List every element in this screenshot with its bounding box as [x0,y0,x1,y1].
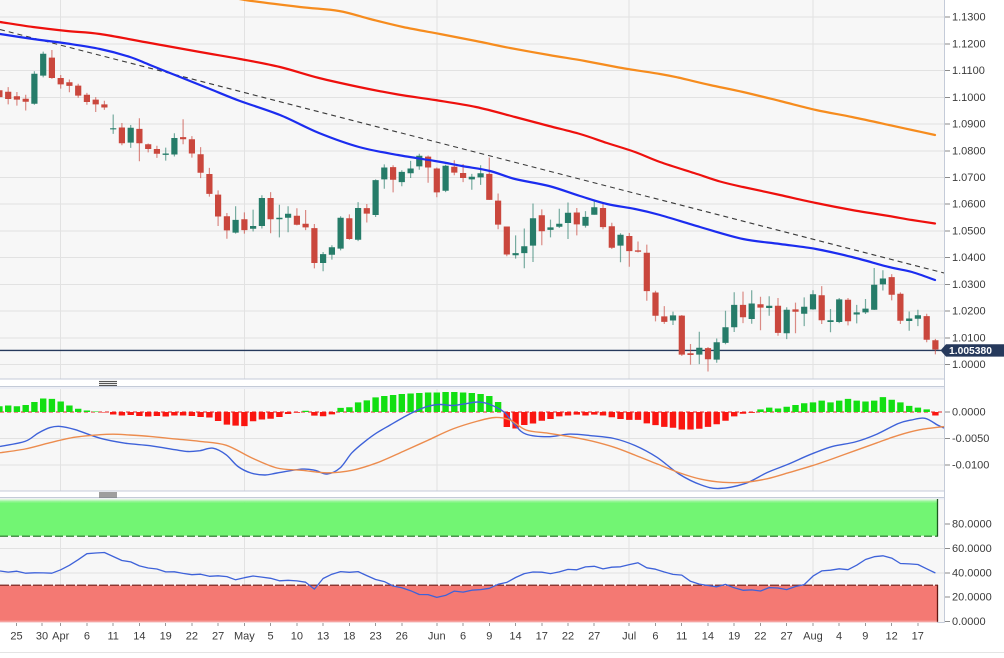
svg-text:1.1300: 1.1300 [952,12,986,24]
svg-text:22: 22 [754,631,766,643]
svg-text:Aug: Aug [803,631,823,643]
svg-text:22: 22 [186,631,198,643]
svg-text:23: 23 [369,631,381,643]
svg-text:9: 9 [862,631,868,643]
svg-text:27: 27 [780,631,792,643]
svg-text:5: 5 [268,631,274,643]
svg-text:11: 11 [107,631,118,643]
svg-text:Apr: Apr [52,631,69,643]
svg-text:17: 17 [912,631,924,643]
svg-text:0.0000: 0.0000 [952,407,986,419]
svg-text:19: 19 [728,631,740,643]
svg-text:6: 6 [652,631,658,643]
svg-text:25: 25 [10,631,22,643]
svg-text:1.0600: 1.0600 [952,199,986,211]
svg-text:1.0800: 1.0800 [952,145,986,157]
svg-text:1.0700: 1.0700 [952,172,986,184]
svg-text:6: 6 [84,631,90,643]
svg-text:19: 19 [160,631,172,643]
svg-text:-0.0100: -0.0100 [952,460,989,472]
svg-text:9: 9 [486,631,492,643]
svg-text:27: 27 [588,631,600,643]
svg-text:0.0000: 0.0000 [952,616,986,628]
svg-text:26: 26 [396,631,408,643]
svg-text:22: 22 [562,631,574,643]
svg-text:20.0000: 20.0000 [952,592,992,604]
svg-text:1.0000: 1.0000 [952,359,986,371]
svg-text:Jun: Jun [428,631,446,643]
svg-text:1.1000: 1.1000 [952,92,986,104]
svg-text:1.1200: 1.1200 [952,38,986,50]
svg-text:14: 14 [133,631,145,643]
svg-text:1.0900: 1.0900 [952,119,986,131]
svg-text:18: 18 [343,631,355,643]
svg-text:12: 12 [885,631,897,643]
svg-text:40.0000: 40.0000 [952,567,992,579]
svg-text:1.0300: 1.0300 [952,279,986,291]
svg-text:11: 11 [676,631,687,643]
svg-text:1.1100: 1.1100 [952,65,985,77]
svg-text:27: 27 [212,631,224,643]
svg-text:10: 10 [291,631,303,643]
svg-text:-0.0050: -0.0050 [952,433,989,445]
svg-text:17: 17 [536,631,548,643]
svg-text:6: 6 [460,631,466,643]
svg-text:1.005380: 1.005380 [949,346,992,357]
svg-text:30: 30 [36,631,48,643]
svg-text:1.0100: 1.0100 [952,332,986,344]
svg-text:Jul: Jul [622,631,636,643]
svg-text:14: 14 [702,631,714,643]
svg-text:80.0000: 80.0000 [952,519,992,531]
svg-text:60.0000: 60.0000 [952,543,992,555]
svg-text:4: 4 [836,631,842,643]
svg-text:14: 14 [509,631,521,643]
svg-text:1.0400: 1.0400 [952,252,986,264]
svg-text:1.0200: 1.0200 [952,306,986,318]
svg-text:13: 13 [317,631,329,643]
svg-text:1.0500: 1.0500 [952,226,986,238]
svg-text:May: May [234,631,255,643]
